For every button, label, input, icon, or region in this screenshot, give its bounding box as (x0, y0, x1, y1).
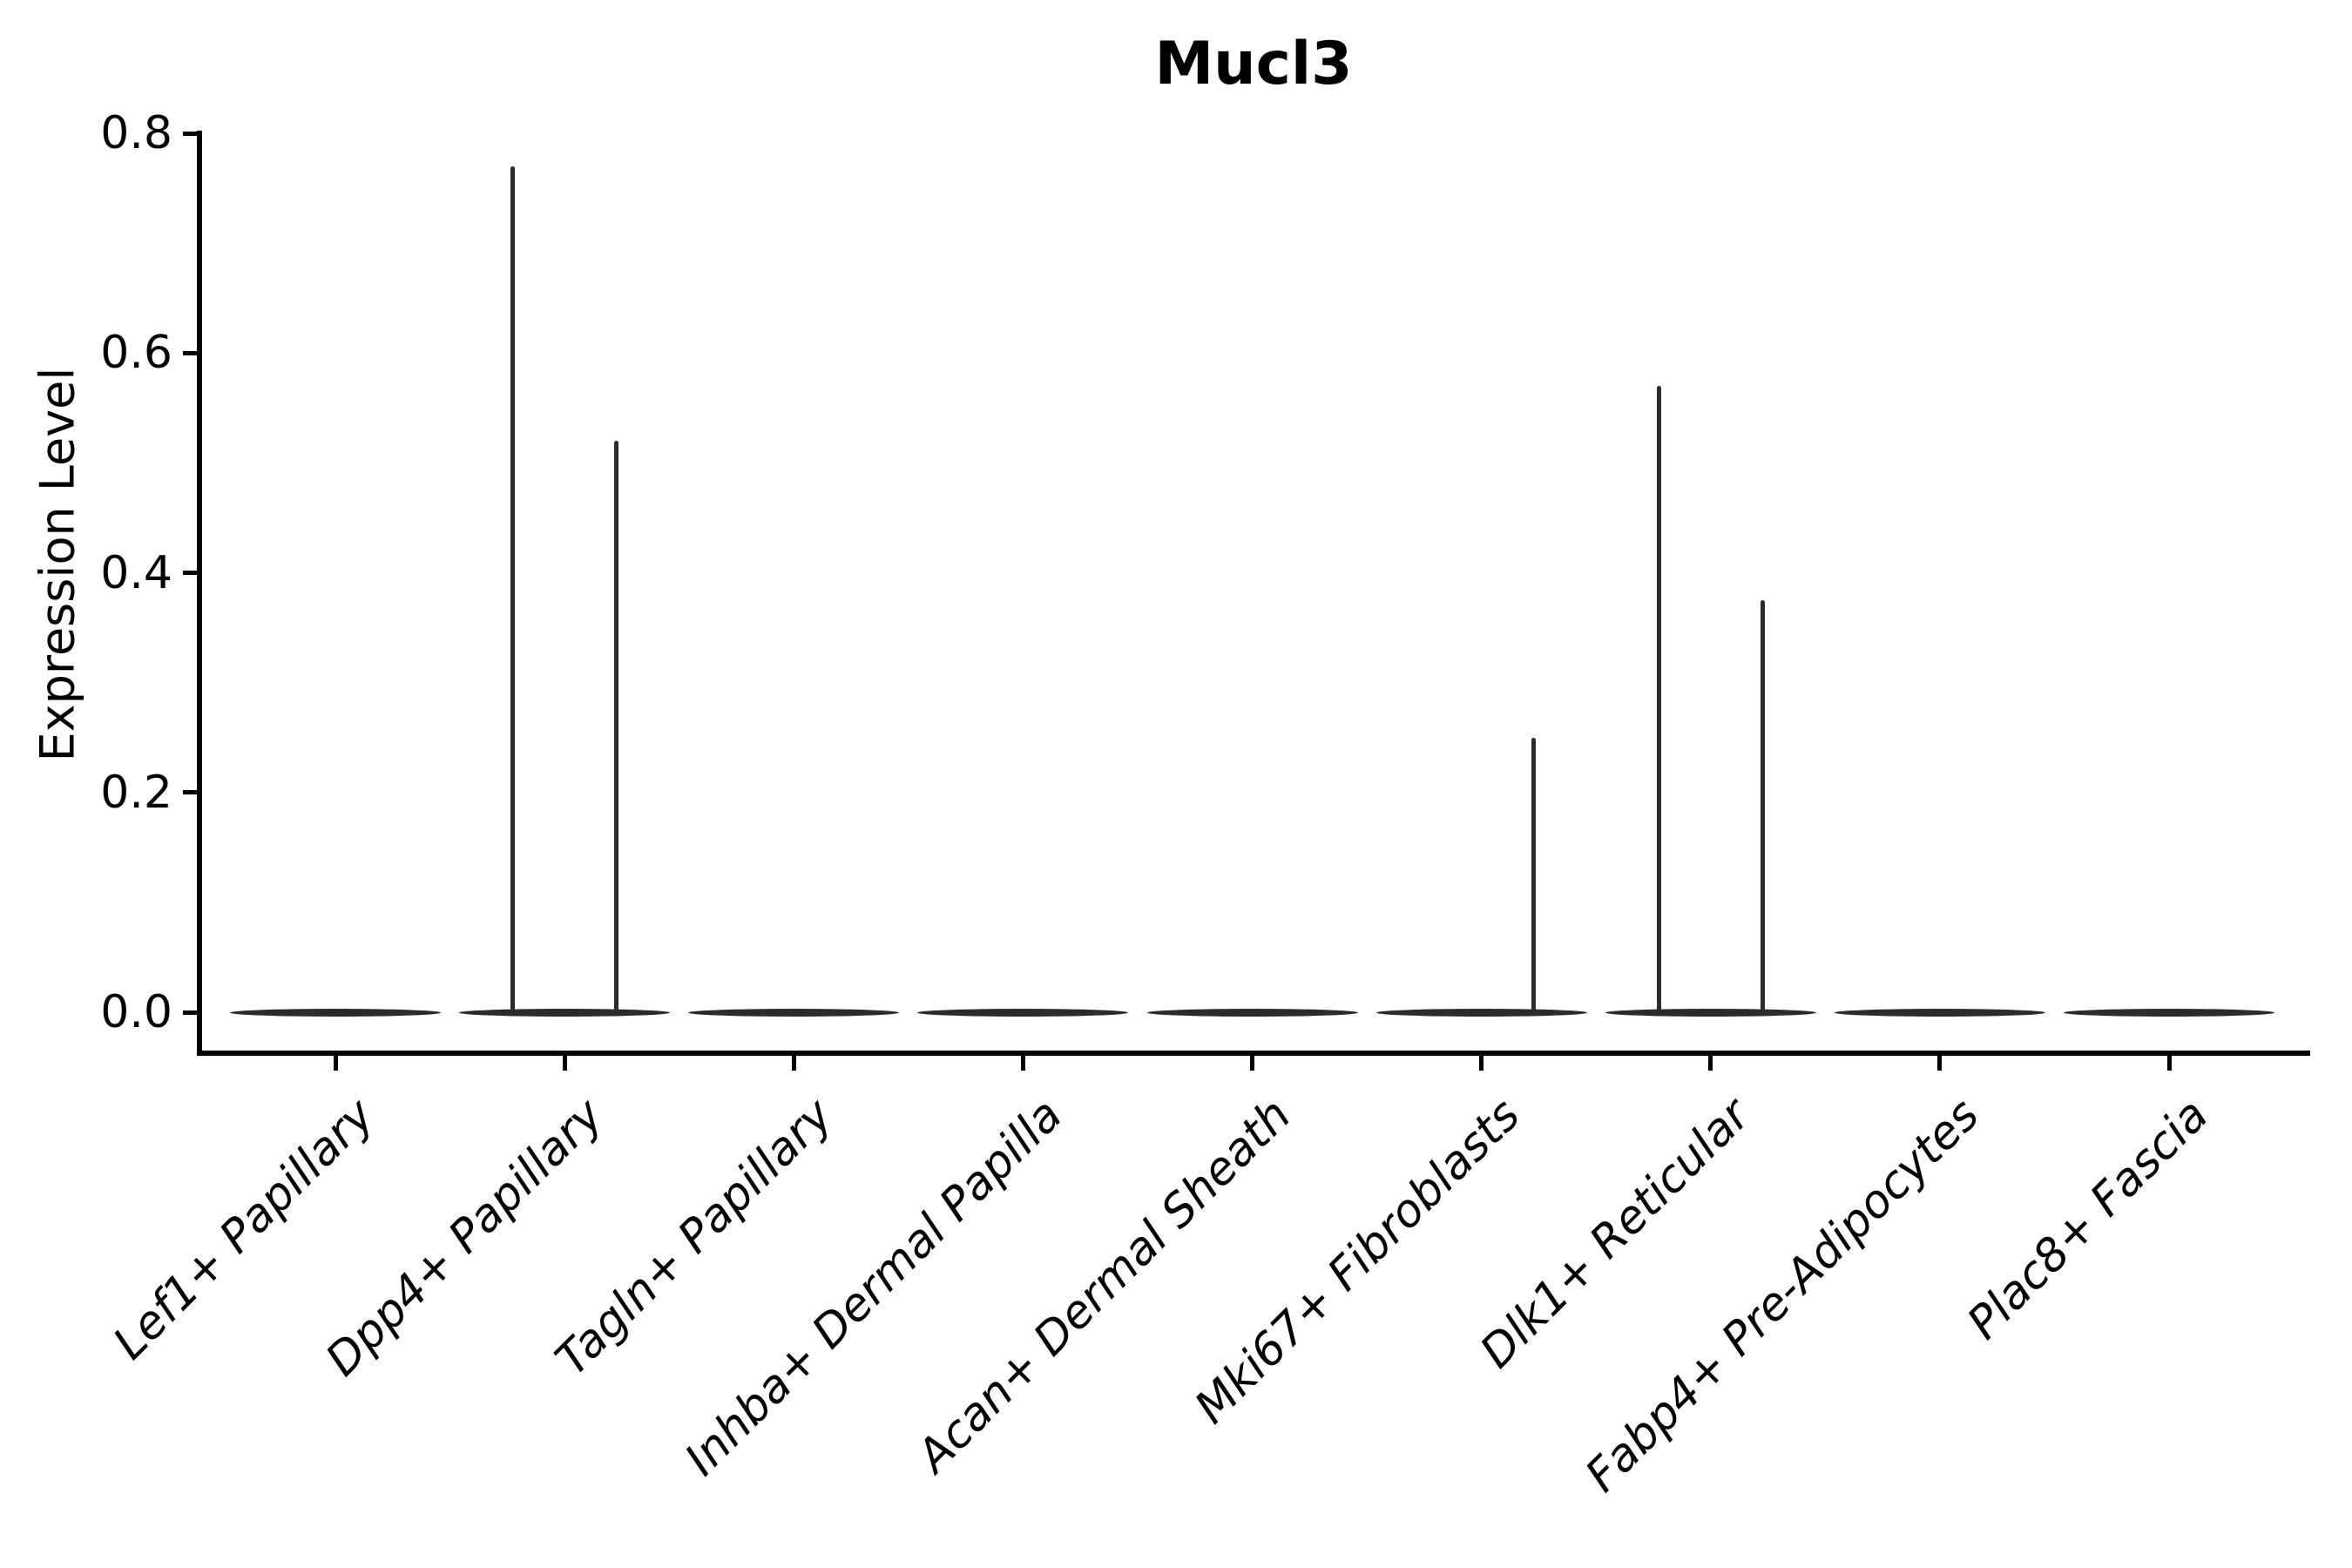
x-tick (333, 1056, 338, 1071)
y-tick (183, 131, 197, 136)
x-tick (2166, 1056, 2172, 1071)
y-tick (183, 1010, 197, 1015)
y-tick (183, 350, 197, 355)
x-axis-label: Acan+ Dermal Sheath (907, 1089, 1301, 1483)
violin-spike (1760, 600, 1765, 1012)
violin-base (1834, 1008, 2045, 1017)
y-tick-label: 0.0 (100, 986, 172, 1038)
violin-base (459, 1008, 671, 1017)
x-tick (562, 1056, 567, 1071)
x-tick (1937, 1056, 1943, 1071)
violin-base (1605, 1008, 1816, 1017)
violin-spike (614, 441, 619, 1012)
violin-base (1375, 1008, 1587, 1017)
violin-base (1146, 1008, 1358, 1017)
x-tick (1479, 1056, 1484, 1071)
violin-base (688, 1008, 900, 1017)
violin-base (917, 1008, 1129, 1017)
y-tick-label: 0.8 (100, 107, 172, 159)
y-axis-line (197, 131, 202, 1056)
violin-base (230, 1008, 441, 1017)
y-tick-label: 0.4 (100, 546, 172, 599)
violin-spike (1531, 737, 1536, 1012)
plot-title: Mucl3 (1154, 30, 1353, 98)
x-tick (1020, 1056, 1025, 1071)
x-tick (1250, 1056, 1254, 1071)
x-tick (1708, 1056, 1713, 1071)
y-tick (183, 571, 197, 575)
x-axis-label: Plac8+ Fascia (1957, 1089, 2219, 1350)
violin-spike (510, 166, 516, 1012)
x-tick (791, 1056, 796, 1071)
y-tick (183, 790, 197, 795)
violin-spike (1656, 386, 1661, 1012)
y-tick-label: 0.6 (100, 327, 172, 380)
x-axis-label: Fabp4+ Pre-Adipocytes (1575, 1089, 1990, 1503)
violin-base (2064, 1008, 2274, 1017)
x-axis-label: Inhba+ Dermal Papilla (675, 1089, 1072, 1486)
y-tick-label: 0.2 (100, 766, 172, 819)
x-axis-line (197, 1051, 2310, 1056)
